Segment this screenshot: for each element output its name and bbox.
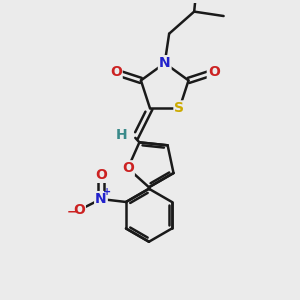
- Text: O: O: [208, 65, 220, 79]
- Text: −: −: [67, 205, 78, 218]
- Text: O: O: [95, 168, 107, 182]
- Text: S: S: [174, 101, 184, 116]
- Text: O: O: [122, 161, 134, 175]
- Text: O: O: [110, 65, 122, 79]
- Text: N: N: [159, 56, 170, 70]
- Text: N: N: [95, 192, 107, 206]
- Text: +: +: [103, 187, 111, 197]
- Text: H: H: [116, 128, 128, 142]
- Text: O: O: [73, 203, 85, 217]
